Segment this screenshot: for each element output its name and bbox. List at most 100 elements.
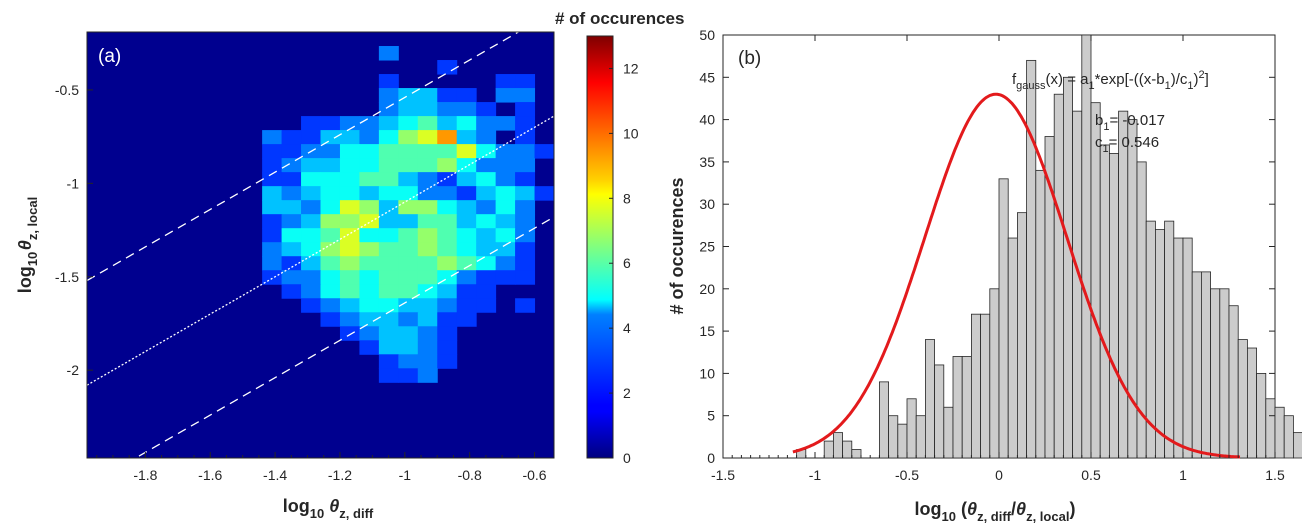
heatmap-cell (534, 186, 554, 201)
heatmap-cell (456, 228, 477, 243)
heatmap-cell (320, 158, 341, 173)
heatmap-cell (515, 88, 536, 103)
heatmap-ylabel: log10 θz, local (15, 197, 40, 293)
heatmap-cell (437, 284, 458, 299)
heatmap-cell (301, 256, 321, 271)
heatmap-cell (437, 312, 458, 327)
colorbar-tick-label: 6 (623, 255, 631, 271)
histogram-bar (998, 178, 1009, 459)
histogram-xlabel: log10 (θz, diff/θz, local) (915, 499, 1076, 524)
histogram-bar (943, 406, 954, 459)
histogram-bar (888, 415, 899, 459)
heatmap-cell (515, 214, 536, 229)
heatmap-cell (301, 228, 321, 243)
histogram-bar (1090, 102, 1101, 459)
heatmap-cell (417, 312, 438, 327)
heatmap-cell (398, 340, 419, 355)
heatmap-cell (437, 214, 458, 229)
histogram-bar (1035, 169, 1046, 459)
heatmap-cell (398, 130, 419, 145)
histogram-bar (1210, 288, 1221, 459)
x-tick-label: 1 (1179, 467, 1187, 483)
heatmap-cell (378, 368, 399, 383)
heatmap-cell (398, 172, 419, 187)
histogram-bar (842, 440, 853, 459)
heatmap-cell (320, 172, 341, 187)
heatmap-cell (378, 102, 399, 117)
heatmap-cell (417, 242, 438, 257)
histogram-bar (915, 415, 926, 459)
heatmap-cell (476, 200, 497, 215)
heatmap-cell (495, 242, 516, 257)
heatmap-cell (476, 284, 497, 299)
fit-c1: c1= 0.546 (1095, 134, 1159, 155)
histogram-bar (1201, 271, 1212, 459)
heatmap-cell (359, 312, 380, 327)
heatmap-cell (437, 242, 458, 257)
histogram-panel: -1.5 -1 -0.5 0 0.5 1 1.5 0 5 10 15 20 25 30 35 40 45 50 (… (667, 27, 1302, 524)
heatmap-cell (456, 242, 477, 257)
heatmap-cell (515, 256, 536, 271)
heatmap-cell (476, 298, 497, 313)
heatmap-cell (476, 158, 497, 173)
heatmap-cell (495, 144, 516, 159)
heatmap-cell (437, 326, 458, 341)
heatmap-cell (378, 46, 399, 61)
heatmap-cell (378, 298, 399, 313)
heatmap-cell (398, 214, 419, 229)
heatmap-cell (398, 144, 419, 159)
histogram-bar (1173, 237, 1184, 459)
heatmap-cell (515, 228, 536, 243)
heatmap-cell (378, 130, 399, 145)
heatmap-cell (378, 228, 399, 243)
heatmap-cell (301, 130, 321, 145)
histogram-bar (879, 381, 890, 459)
heatmap-cell (456, 214, 477, 229)
heatmap-cell (417, 354, 438, 369)
y-tick-label: 45 (699, 69, 715, 85)
histogram-bar (851, 449, 862, 459)
heatmap-cell (495, 74, 516, 89)
histogram-bar (961, 356, 972, 459)
heatmap-cell (398, 368, 419, 383)
histogram-bar (1182, 237, 1193, 459)
heatmap-cell (398, 354, 419, 369)
y-tick-label: 10 (699, 365, 715, 381)
histogram-bar (906, 398, 917, 459)
heatmap-cell (456, 158, 477, 173)
heatmap-cell (476, 242, 497, 257)
heatmap-cell (476, 228, 497, 243)
heatmap-cell (398, 200, 419, 215)
heatmap-cell (495, 88, 516, 103)
heatmap-cell (437, 200, 458, 215)
heatmap-cell (398, 270, 419, 285)
heatmap-cell (378, 116, 399, 131)
histogram-bar (1026, 59, 1037, 459)
heatmap-cell (359, 144, 380, 159)
heatmap-cell (437, 130, 458, 145)
heatmap-cell (281, 284, 302, 299)
histogram-bar (1007, 237, 1018, 459)
histogram-bar (1228, 305, 1239, 459)
heatmap-cell (378, 312, 399, 327)
heatmap-cell (417, 130, 438, 145)
heatmap-cell (515, 130, 536, 145)
heatmap-cell (437, 158, 458, 173)
histogram-bars (796, 34, 1302, 459)
heatmap-cell (281, 130, 302, 145)
histogram-bar (1017, 212, 1028, 459)
heatmap-cell (417, 270, 438, 285)
heatmap-cell (262, 214, 283, 229)
heatmap-cell (456, 130, 477, 145)
heatmap-cell (476, 270, 497, 285)
heatmap-cell (398, 116, 419, 131)
panel-label-b: (b) (738, 48, 761, 69)
heatmap-cell (515, 158, 536, 173)
heatmap-cell (515, 172, 536, 187)
heatmap-cell (339, 200, 360, 215)
gaussian-fit-curve (792, 92, 1241, 459)
heatmap-cell (476, 256, 497, 271)
heatmap-cell (398, 186, 419, 201)
heatmap-cell (301, 116, 321, 131)
heatmap-cell (417, 186, 438, 201)
